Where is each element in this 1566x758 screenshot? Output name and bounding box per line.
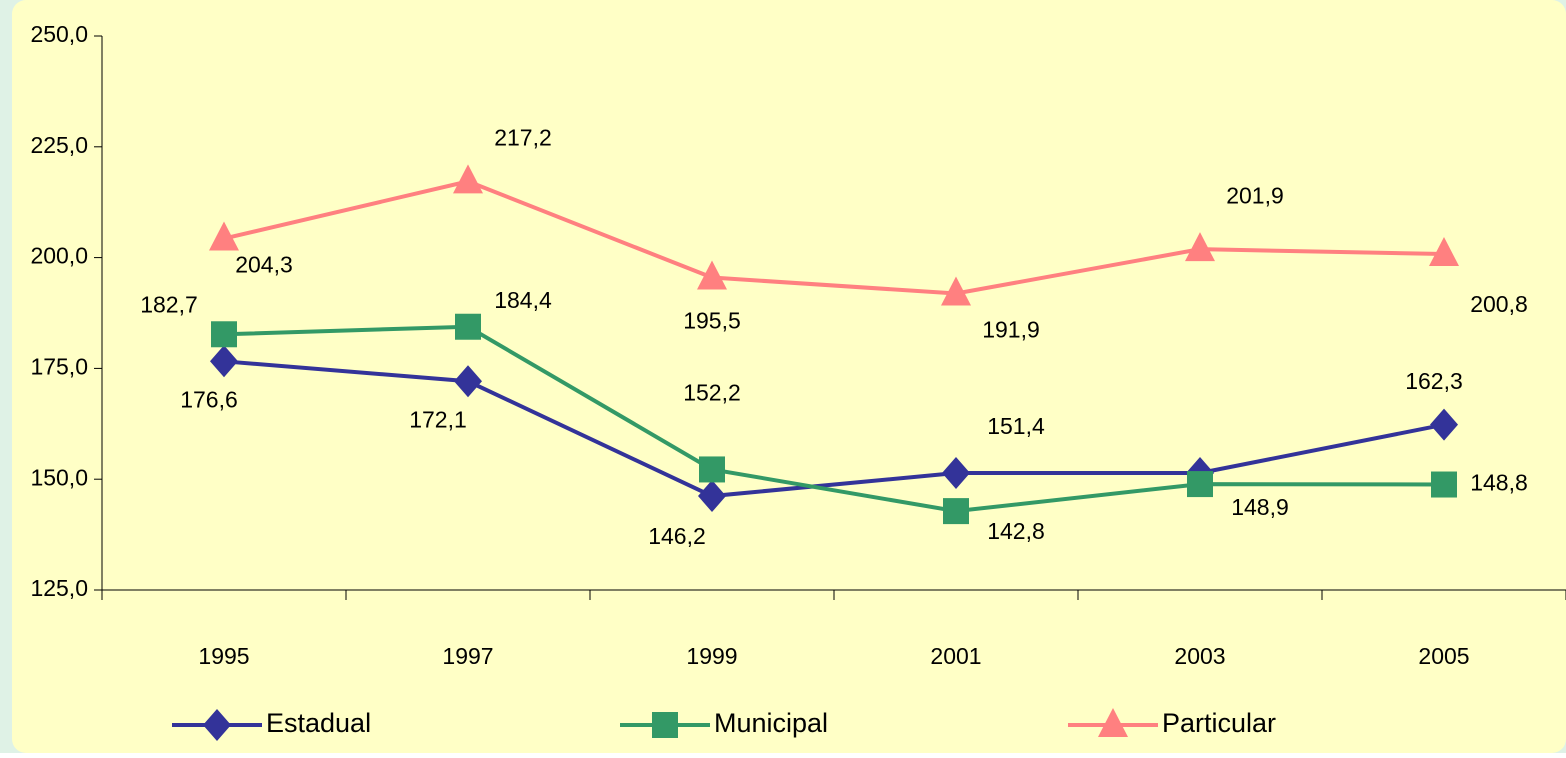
marker [1185,232,1215,262]
data-label: 217,2 [494,124,552,150]
data-label: 195,5 [683,308,741,334]
marker [698,480,726,513]
y-tick-label: 150,0 [30,464,88,490]
marker [943,498,969,525]
data-label: 152,2 [683,380,741,406]
marker [1431,471,1457,498]
data-label: 142,8 [987,518,1045,544]
x-tick-label: 2001 [930,643,981,669]
marker [1429,237,1459,267]
y-tick-label: 125,0 [30,575,88,601]
data-label: 172,1 [409,406,467,432]
series-line [223,324,1445,514]
data-label: 162,3 [1405,368,1463,394]
marker [210,345,238,378]
marker [203,709,231,741]
marker [1430,408,1458,441]
x-tick-label: 1997 [442,643,493,669]
legend-label: Municipal [714,708,828,738]
data-label: 184,4 [494,287,552,313]
marker [697,260,727,290]
data-label: 151,4 [987,413,1045,439]
marker [211,321,237,348]
marker [455,313,481,340]
x-tick-label: 1995 [198,643,249,669]
data-label: 191,9 [982,317,1040,343]
data-label: 182,7 [140,291,198,317]
y-tick-label: 200,0 [30,243,88,269]
data-label: 148,9 [1231,494,1289,520]
data-label: 200,8 [1470,291,1528,317]
marker [454,365,482,398]
x-tick-label: 2005 [1418,643,1469,669]
marker [209,221,239,251]
legend-label: Estadual [266,708,371,738]
legend-label: Particular [1162,708,1276,738]
series-line [223,359,1445,499]
marker [699,456,725,483]
x-tick-label: 2003 [1174,643,1225,669]
data-label: 146,2 [648,523,706,549]
series-line [223,179,1445,296]
marker [942,456,970,489]
marker [453,164,483,194]
data-label: 176,6 [180,386,238,412]
y-tick-label: 175,0 [30,353,88,379]
marker [652,712,678,738]
data-label: 201,9 [1226,182,1284,208]
background [12,0,1566,753]
data-label: 204,3 [235,252,293,278]
marker [941,276,971,306]
x-tick-label: 1999 [686,643,737,669]
y-tick-label: 250,0 [30,21,88,47]
data-label: 148,8 [1470,470,1528,496]
marker [1098,708,1128,737]
y-tick-label: 225,0 [30,132,88,158]
marker [1187,471,1213,498]
